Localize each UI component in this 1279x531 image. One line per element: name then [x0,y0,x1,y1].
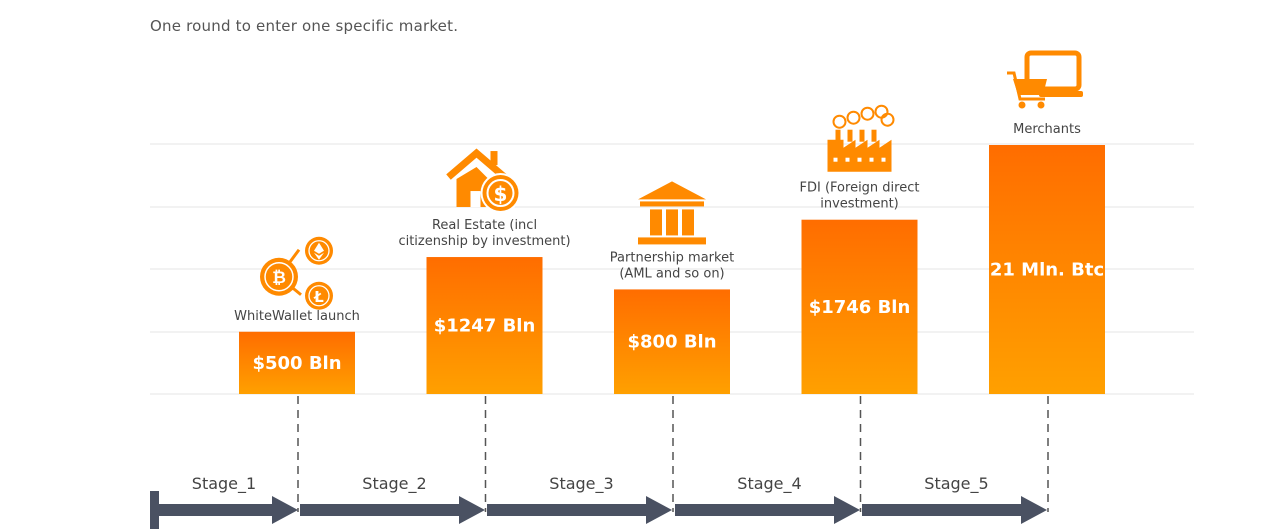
bar-value-label: $800 Bln [627,332,716,353]
bar-category-label: FDI (Foreign direct [800,181,920,196]
bar [426,257,543,394]
house-dollar-icon: $ [446,148,521,214]
bar [614,289,730,394]
factory-icon [827,104,895,172]
bar [801,219,918,394]
stage-label: Stage_4 [737,474,801,494]
bar-value-label: 21 Mln. Btc [990,260,1104,281]
stage-label: Stage_5 [924,474,988,494]
stage-arrow [300,496,485,524]
stage-start-marker [150,491,159,529]
bar-category-label: Real Estate (incl [432,218,537,233]
bar-category-label: Partnership market [610,250,734,265]
intro-text: One round to enter one specific market. [150,17,459,35]
svg-text:Ł: Ł [313,288,324,306]
bar-category-label: (AML and so on) [619,266,724,281]
bar-value-label: $500 Bln [252,353,341,374]
bar-category-label: Merchants [1013,122,1081,137]
stage-arrow [675,496,860,524]
svg-text:₿: ₿ [272,268,286,288]
stage-label: Stage_3 [549,474,613,494]
stage-arrow [150,496,298,524]
bar-value-label: $1746 Bln [809,297,911,318]
stage-label: Stage_1 [192,474,256,494]
stage-label: Stage_2 [362,474,426,494]
stage-arrow [487,496,672,524]
bar-category-label: citizenship by investment) [398,234,570,249]
svg-text:$: $ [494,182,508,206]
bar [989,145,1105,394]
stage-arrow [862,496,1047,524]
bar-category-label: WhiteWallet launch [234,309,360,324]
shopping-cart-laptop-icon [1007,50,1083,109]
bar-category-label: investment) [820,197,898,212]
crypto-coins-icon: ₿Ł [260,236,333,310]
bank-building-icon [638,181,706,245]
bar [239,331,355,394]
bar-value-label: $1247 Bln [434,316,536,337]
